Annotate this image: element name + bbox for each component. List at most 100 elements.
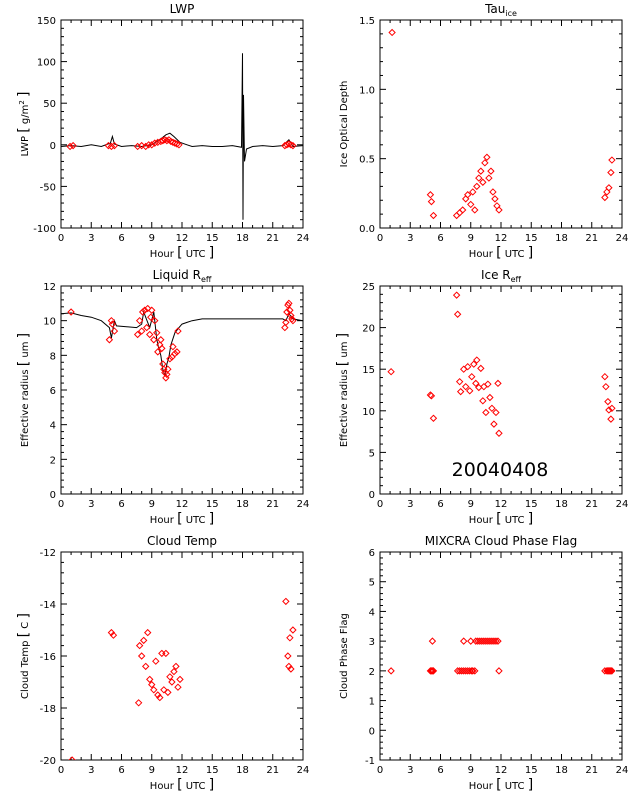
x-tick-label: 9 xyxy=(149,499,155,510)
data-point xyxy=(455,377,464,386)
date-label: 20040408 xyxy=(452,459,549,481)
chart-title: LWP xyxy=(170,2,195,16)
y-tick-label: 0.0 xyxy=(359,224,375,235)
data-layer xyxy=(61,299,303,382)
x-tick-label: 21 xyxy=(266,499,279,510)
data-point xyxy=(152,657,160,665)
x-axis-label: Hour [ UTC ] xyxy=(150,777,214,793)
data-point xyxy=(133,142,142,151)
data-point xyxy=(490,420,498,428)
x-tick-label: 24 xyxy=(297,765,310,776)
data-point xyxy=(109,631,118,639)
data-point xyxy=(164,365,172,373)
data-point xyxy=(608,667,616,675)
data-point xyxy=(285,140,293,148)
data-point xyxy=(67,308,75,316)
data-point xyxy=(166,355,174,363)
x-tick-label: 18 xyxy=(555,233,568,244)
data-point xyxy=(479,397,487,405)
data-point xyxy=(141,142,150,151)
chart-title: Tauice xyxy=(484,2,517,18)
series-line xyxy=(61,53,303,220)
data-point xyxy=(491,195,499,203)
data-layer xyxy=(388,28,616,220)
data-point xyxy=(607,667,615,675)
data-point xyxy=(468,372,476,381)
data-point xyxy=(166,673,174,681)
data-point xyxy=(164,688,172,697)
y-tick-label: 15 xyxy=(362,365,375,376)
x-tick-label: 18 xyxy=(236,499,249,510)
data-point xyxy=(141,662,150,671)
x-tick-label: 9 xyxy=(468,765,474,776)
data-point xyxy=(488,637,496,645)
data-point xyxy=(140,306,149,314)
data-point xyxy=(281,323,289,332)
data-point xyxy=(453,667,462,675)
y-tick-label: 20 xyxy=(362,324,375,335)
data-point xyxy=(282,318,290,327)
data-point xyxy=(137,327,146,335)
data-point xyxy=(148,680,156,689)
x-tick-label: 6 xyxy=(437,765,443,776)
y-axis-label: Ice Optical Depth xyxy=(339,81,350,168)
y-tick-label: 4 xyxy=(369,607,375,618)
data-point xyxy=(476,637,484,645)
x-tick-label: 21 xyxy=(266,765,279,776)
plot-frame xyxy=(60,551,304,761)
x-axis-label: Hour [ UTC ] xyxy=(469,511,533,527)
y-tick-label: -18 xyxy=(40,704,56,715)
x-tick-label: 15 xyxy=(525,233,538,244)
y-tick-label: 6 xyxy=(50,386,56,397)
y-tick-label: 0 xyxy=(50,141,56,152)
data-point xyxy=(176,675,184,684)
data-point xyxy=(287,141,295,149)
y-tick-label: 1.5 xyxy=(359,16,375,27)
data-point xyxy=(108,320,117,328)
data-point xyxy=(602,382,610,391)
data-point xyxy=(284,652,292,660)
data-point xyxy=(172,662,180,671)
x-tick-label: 12 xyxy=(495,499,508,510)
data-point xyxy=(470,360,478,368)
x-tick-label: 24 xyxy=(297,233,310,244)
data-point xyxy=(160,686,168,694)
data-point xyxy=(473,182,481,191)
x-tick-label: 12 xyxy=(176,499,189,510)
data-point xyxy=(154,348,162,356)
x-tick-label: 6 xyxy=(118,233,124,244)
data-point xyxy=(175,141,183,149)
y-tick-label: 10 xyxy=(362,407,375,418)
data-point xyxy=(462,195,470,203)
x-tick-label: 15 xyxy=(206,499,219,510)
data-point xyxy=(468,667,476,675)
data-point xyxy=(490,637,498,645)
data-point xyxy=(467,200,475,209)
y-tick-label: -50 xyxy=(40,182,56,193)
x-tick-label: 0 xyxy=(377,499,383,510)
data-layer xyxy=(387,637,616,675)
data-point xyxy=(284,301,292,309)
data-point xyxy=(429,667,438,675)
data-point xyxy=(144,304,152,313)
data-point xyxy=(492,408,500,417)
data-point xyxy=(287,311,295,320)
data-point xyxy=(427,392,436,400)
data-point xyxy=(68,756,76,760)
x-tick-label: 15 xyxy=(206,233,219,244)
x-tick-label: 12 xyxy=(495,233,508,244)
x-tick-label: 12 xyxy=(176,233,189,244)
data-point xyxy=(153,329,161,337)
data-point xyxy=(156,693,164,702)
data-point xyxy=(163,370,171,379)
y-axis-label: LWP [ g/m2 ] xyxy=(16,92,32,157)
x-tick-label: 15 xyxy=(525,765,538,776)
chart-panel-4: 0 3 6 9 12 15 18 21 24 0 5 10 15 20 25 Ice Reff Hour [ U… xyxy=(335,268,628,527)
data-point xyxy=(486,637,494,645)
y-tick-label: -20 xyxy=(40,756,56,767)
data-point xyxy=(453,310,462,318)
x-tick-label: 24 xyxy=(297,499,310,510)
data-point xyxy=(464,362,472,371)
